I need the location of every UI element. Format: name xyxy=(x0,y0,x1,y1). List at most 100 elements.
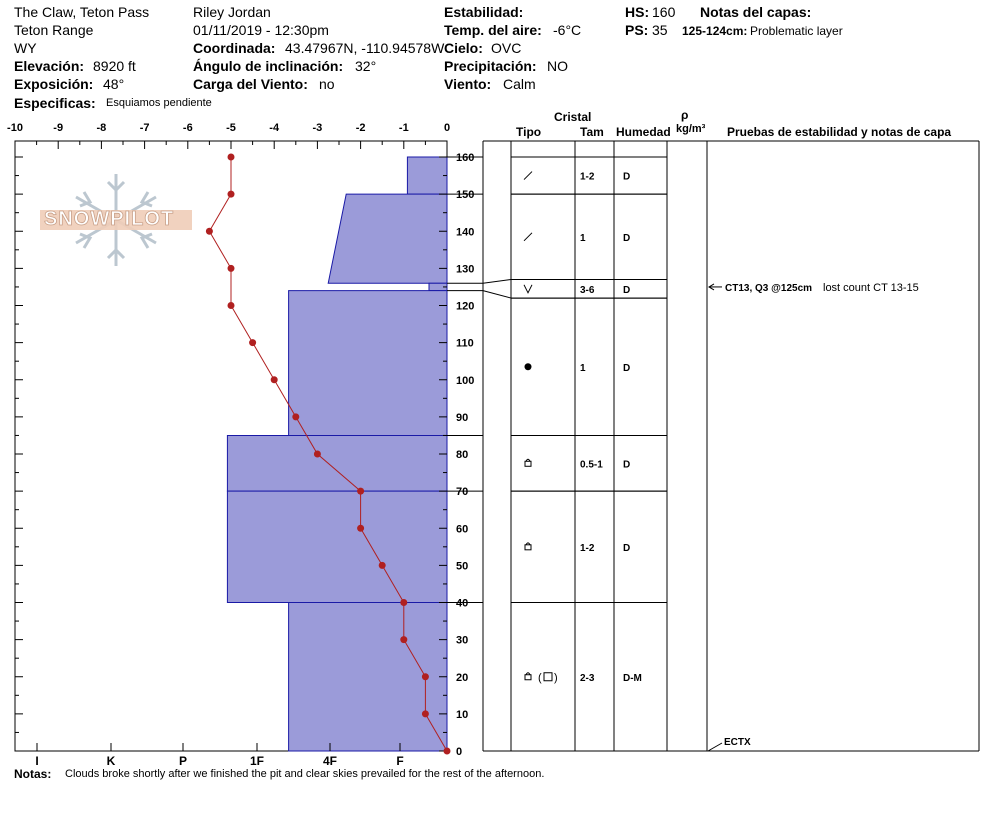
hardness-layer xyxy=(327,193,448,284)
hardness-layer xyxy=(288,290,448,436)
temperature-point xyxy=(400,636,408,644)
temperature-point xyxy=(357,487,365,495)
state: WY xyxy=(14,40,37,56)
crystal-type-symbol xyxy=(525,542,531,546)
snowflake-icon xyxy=(40,174,192,266)
crystal-type-symbol xyxy=(523,232,533,242)
crystal-type-symbol xyxy=(523,284,533,294)
height-tick-label: 100 xyxy=(456,375,474,387)
notes-text: Clouds broke shortly after we finished t… xyxy=(65,768,545,780)
hardness-tick-label: K xyxy=(107,754,116,768)
temp-tick-label: -2 xyxy=(356,122,366,134)
tests-header: Pruebas de estabilidad y notas de capa xyxy=(727,125,952,139)
crystal-type-symbol xyxy=(524,674,532,681)
crystal-header: Cristal xyxy=(554,110,592,124)
sky-label: Cielo: xyxy=(444,40,483,56)
wind-load-label: Carga del Viento: xyxy=(193,76,308,92)
coord-label: Coordinada: xyxy=(193,40,276,56)
rho-header: ρ xyxy=(681,108,689,122)
snowpilot-logo: SNOWPILOT xyxy=(38,170,196,270)
crystal-size: 1-2 xyxy=(580,172,595,183)
height-tick-label: 140 xyxy=(456,226,474,238)
temperature-point xyxy=(378,561,386,569)
layer-note-text: Problematic layer xyxy=(750,24,843,38)
precip-label: Precipitación: xyxy=(444,58,537,74)
wind-value: Calm xyxy=(503,76,536,92)
notes-label: Notas: xyxy=(14,767,52,781)
crystal-size: 1 xyxy=(580,233,586,244)
temperature-point xyxy=(270,376,278,384)
air-temp-value: -6°C xyxy=(553,22,582,38)
height-tick-label: 80 xyxy=(456,449,468,461)
crystal-type-symbol: ( xyxy=(538,672,542,684)
layer-boundary-connector xyxy=(482,279,512,284)
height-tick-label: 40 xyxy=(456,598,468,610)
slope-value: 32° xyxy=(355,58,377,74)
layer-notes-label: Notas del capas: xyxy=(700,4,812,20)
hardness-tick-label: I xyxy=(35,754,38,768)
temp-tick-label: -5 xyxy=(226,122,236,134)
layer-boundary-connector xyxy=(482,290,512,299)
logo-text: SNOWPILOT xyxy=(44,208,175,230)
size-header: Tam xyxy=(580,125,604,139)
height-tick-label: 50 xyxy=(456,560,468,572)
height-tick-label: 30 xyxy=(456,635,468,647)
hardness-tick-label: 1F xyxy=(250,754,264,768)
specifics-value: Esquiamos pendiente xyxy=(106,97,212,109)
height-tick-label: 90 xyxy=(456,412,468,424)
hardness-layer xyxy=(226,490,448,603)
crystal-moisture: D xyxy=(623,233,630,244)
height-tick-label: 20 xyxy=(456,672,468,684)
crystal-size: 3-6 xyxy=(580,285,595,296)
wind-label: Viento: xyxy=(444,76,492,92)
temperature-point xyxy=(227,302,235,309)
stability-test-label: CT13, Q3 @125cm xyxy=(725,283,812,294)
wind-load-value: no xyxy=(319,76,335,92)
temperature-point xyxy=(249,339,257,347)
temp-tick-label: -9 xyxy=(53,122,63,134)
temp-tick-label: -3 xyxy=(313,122,323,134)
temperature-point xyxy=(205,227,213,235)
hardness-layer xyxy=(288,602,448,752)
aspect-value: 48° xyxy=(103,76,125,92)
crystal-type-symbol xyxy=(524,460,532,467)
layer-note-depth: 125-124cm: xyxy=(682,24,748,38)
crystal-type-symbol xyxy=(543,672,553,682)
height-tick-label: 150 xyxy=(456,189,474,201)
crystal-size: 0.5-1 xyxy=(580,459,603,470)
crystal-type-symbol xyxy=(525,672,531,675)
stability-arrow-head xyxy=(708,283,715,291)
stability-arrow xyxy=(707,742,723,752)
temperature-point xyxy=(357,524,365,532)
crystal-moisture: D xyxy=(623,285,630,296)
crystal-type-symbol: ) xyxy=(554,672,558,684)
type-header: Tipo xyxy=(516,125,542,139)
datetime: 01/11/2019 - 12:30pm xyxy=(193,22,329,38)
ps-label: PS: xyxy=(625,22,649,38)
crystal-moisture: D xyxy=(623,459,630,470)
location: The Claw, Teton Pass xyxy=(14,4,150,20)
temp-tick-label: -6 xyxy=(183,122,193,134)
temperature-point xyxy=(421,710,429,718)
height-tick-label: 110 xyxy=(456,338,474,350)
moisture-header: Humedad xyxy=(616,125,671,139)
crystal-moisture: D-M xyxy=(623,673,642,684)
stability-test-note: lost count CT 13-15 xyxy=(823,282,919,294)
air-temp-label: Temp. del aire: xyxy=(444,22,542,38)
height-tick-label: 130 xyxy=(456,263,474,275)
temp-tick-label: -7 xyxy=(140,122,150,134)
crystal-type-symbol xyxy=(524,544,532,551)
height-tick-label: 60 xyxy=(456,523,468,535)
aspect-label: Exposición: xyxy=(14,76,94,92)
crystal-type-symbol xyxy=(523,171,533,180)
height-tick-label: 160 xyxy=(456,152,474,164)
temp-tick-label: -1 xyxy=(399,122,409,134)
elevation-label: Elevación: xyxy=(14,58,85,74)
hs-label: HS: xyxy=(625,4,650,20)
temp-tick-label: -8 xyxy=(97,122,107,134)
slope-label: Ángulo de inclinación: xyxy=(193,58,344,74)
height-tick-label: 0 xyxy=(456,746,462,758)
temperature-point xyxy=(227,264,235,272)
temperature-point xyxy=(313,450,321,458)
